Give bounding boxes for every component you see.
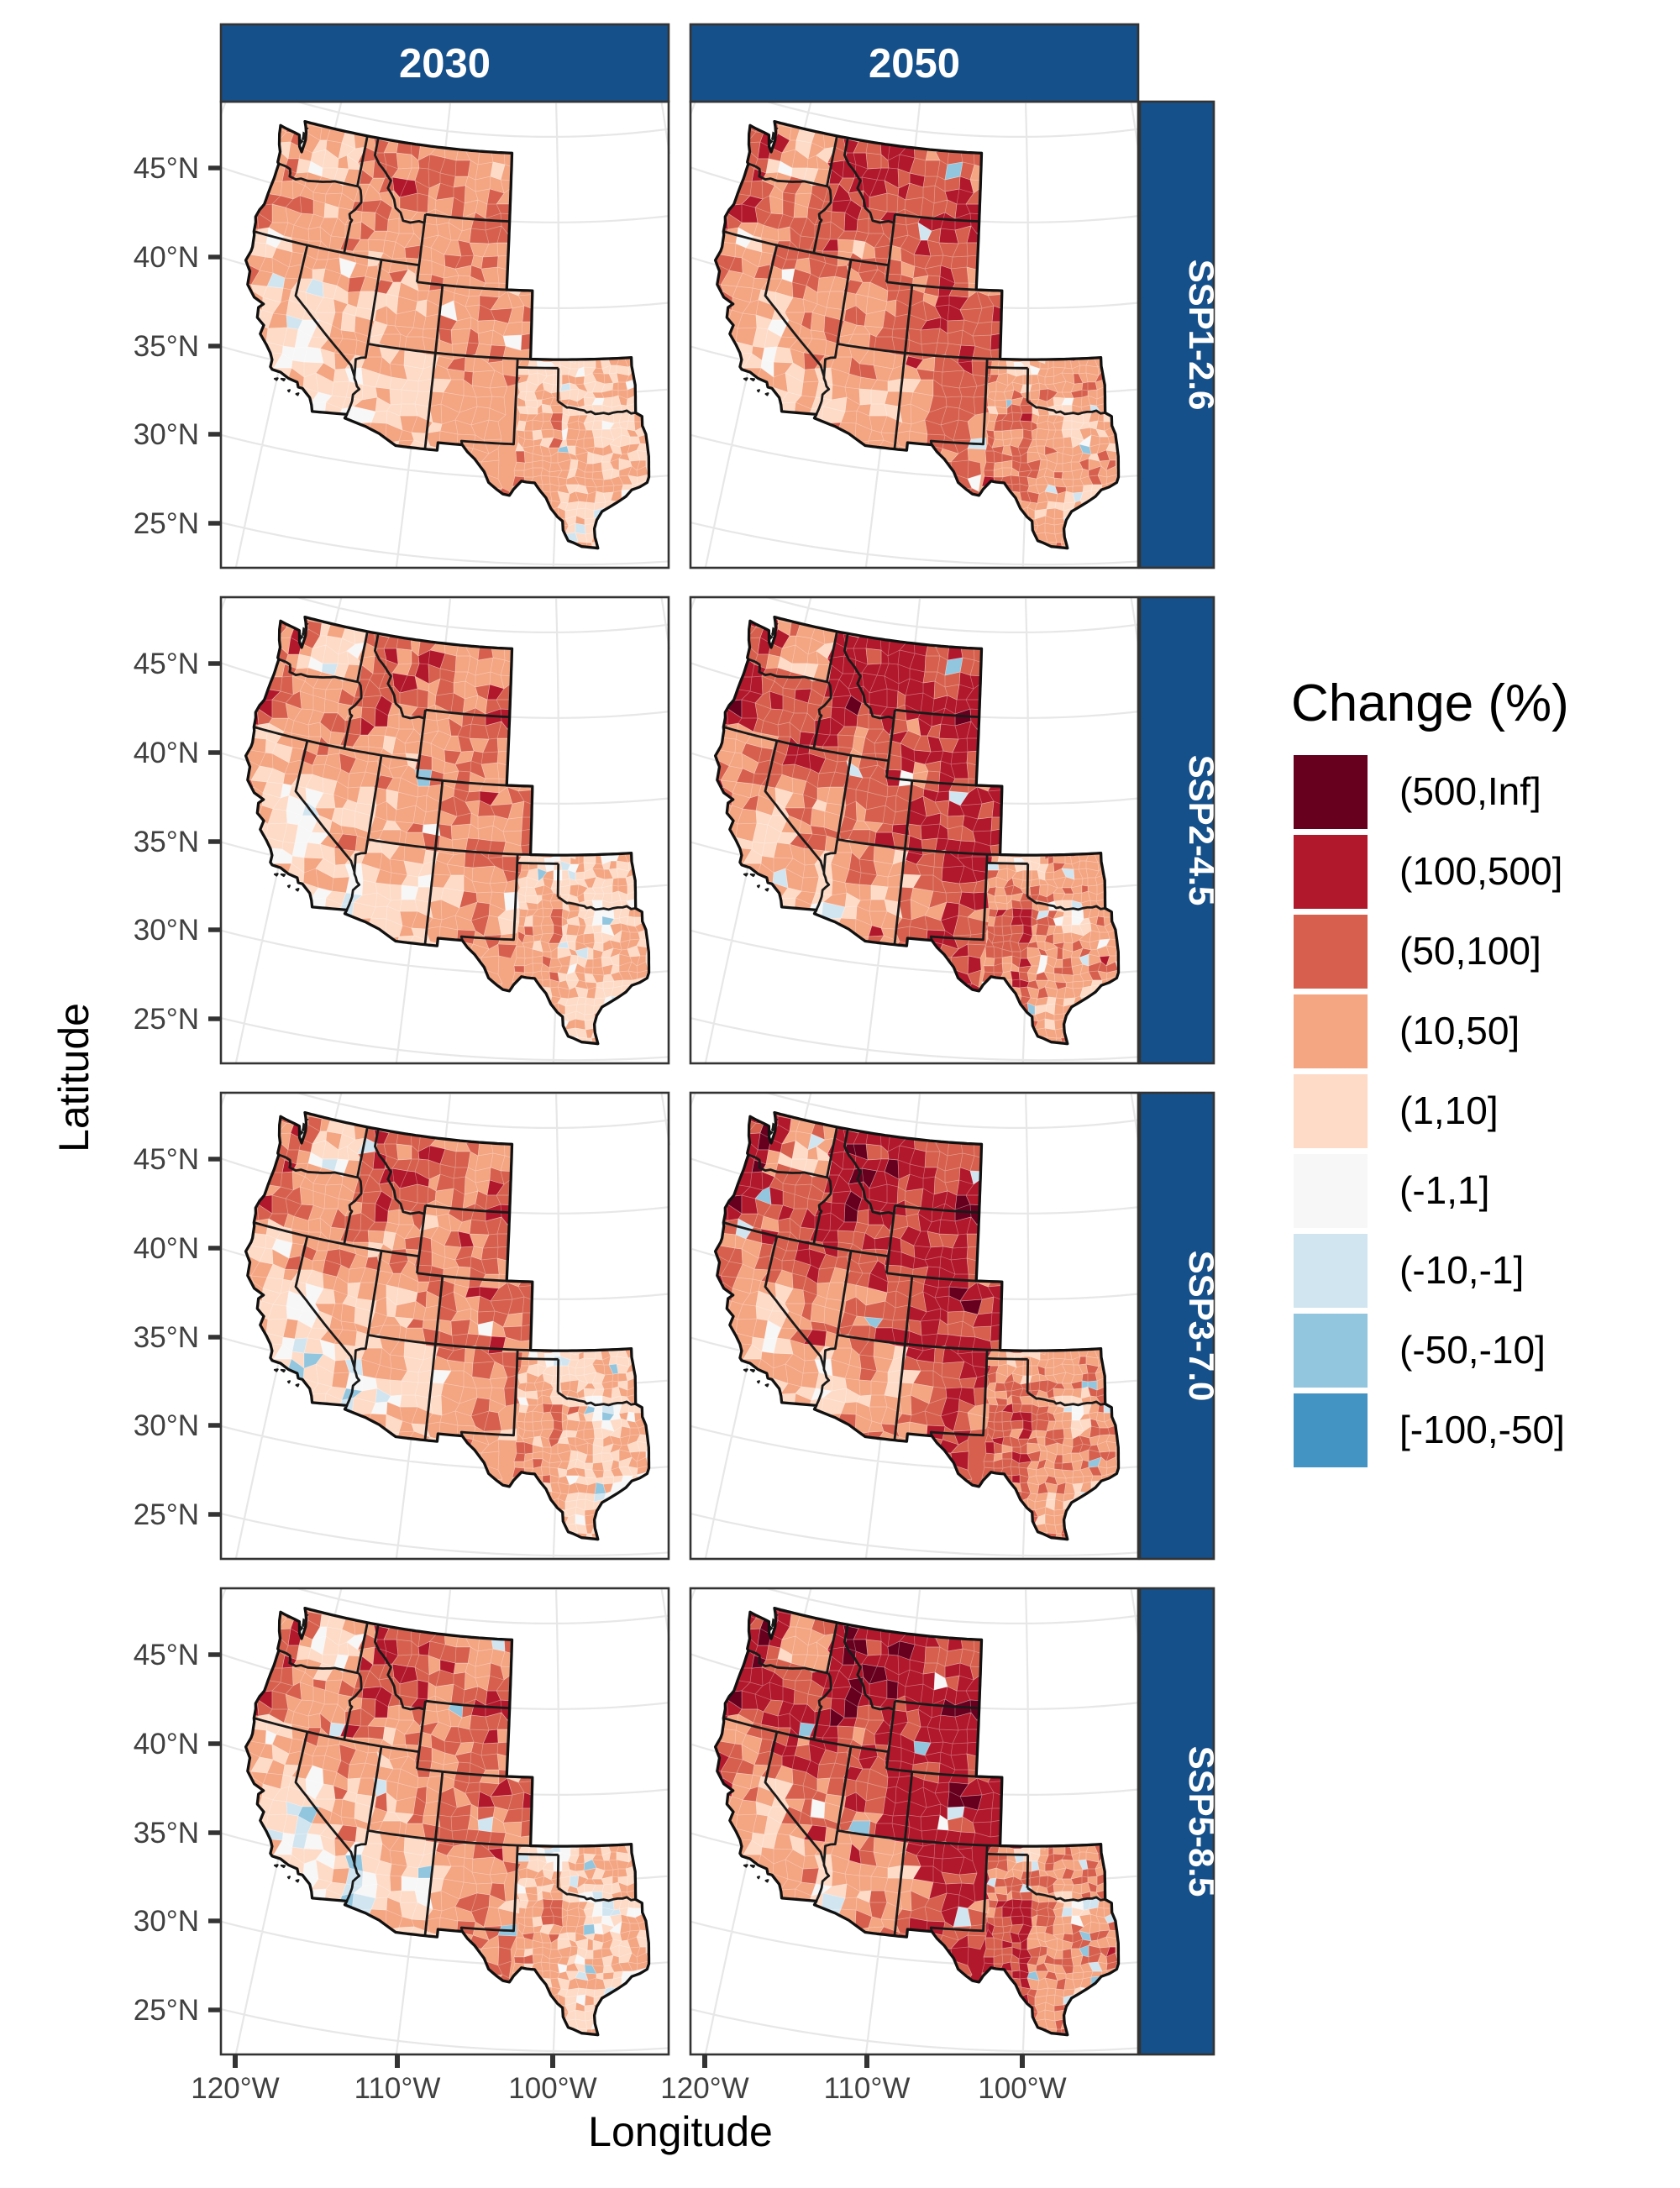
svg-text:(500,Inf]: (500,Inf] <box>1399 769 1541 813</box>
svg-text:Latitude: Latitude <box>50 1003 97 1152</box>
svg-text:30°N: 30°N <box>134 1409 199 1442</box>
svg-text:100°W: 100°W <box>978 2072 1066 2105</box>
svg-text:35°N: 35°N <box>134 1321 199 1354</box>
svg-text:100°W: 100°W <box>508 2072 596 2105</box>
svg-text:25°N: 25°N <box>134 507 199 540</box>
svg-text:SSP1-2.6: SSP1-2.6 <box>1182 260 1221 411</box>
svg-text:120°W: 120°W <box>660 2072 748 2105</box>
svg-text:2030: 2030 <box>399 41 491 87</box>
svg-text:25°N: 25°N <box>134 1498 199 1531</box>
svg-text:Change (%): Change (%) <box>1291 674 1569 732</box>
svg-text:(100,500]: (100,500] <box>1399 849 1562 893</box>
svg-text:30°N: 30°N <box>134 1905 199 1938</box>
svg-text:45°N: 45°N <box>134 1639 199 1671</box>
svg-text:120°W: 120°W <box>191 2072 279 2105</box>
svg-text:(10,50]: (10,50] <box>1399 1009 1520 1052</box>
svg-text:35°N: 35°N <box>134 1817 199 1850</box>
svg-text:SSP3-7.0: SSP3-7.0 <box>1182 1251 1221 1402</box>
svg-text:45°N: 45°N <box>134 648 199 680</box>
svg-text:35°N: 35°N <box>134 330 199 363</box>
svg-text:110°W: 110°W <box>824 2072 911 2105</box>
svg-text:30°N: 30°N <box>134 914 199 947</box>
svg-text:SSP5-8.5: SSP5-8.5 <box>1182 1746 1221 1897</box>
svg-text:40°N: 40°N <box>134 1728 199 1760</box>
svg-text:40°N: 40°N <box>134 1232 199 1265</box>
svg-text:35°N: 35°N <box>134 826 199 858</box>
svg-text:(-10,-1]: (-10,-1] <box>1399 1248 1524 1292</box>
svg-text:40°N: 40°N <box>134 737 199 769</box>
svg-text:(50,100]: (50,100] <box>1399 929 1541 973</box>
svg-text:2050: 2050 <box>869 41 960 87</box>
svg-text:(-1,1]: (-1,1] <box>1399 1168 1489 1212</box>
svg-text:SSP2-4.5: SSP2-4.5 <box>1182 755 1221 906</box>
svg-text:[-100,-50]: [-100,-50] <box>1399 1408 1565 1451</box>
svg-text:(-50,-10]: (-50,-10] <box>1399 1328 1546 1372</box>
svg-text:45°N: 45°N <box>134 1143 199 1176</box>
svg-text:30°N: 30°N <box>134 418 199 451</box>
svg-text:(1,10]: (1,10] <box>1399 1089 1499 1132</box>
svg-text:Longitude: Longitude <box>588 2108 773 2155</box>
svg-text:45°N: 45°N <box>134 152 199 185</box>
svg-text:110°W: 110°W <box>354 2072 441 2105</box>
svg-text:40°N: 40°N <box>134 241 199 274</box>
svg-text:25°N: 25°N <box>134 1994 199 2027</box>
svg-text:25°N: 25°N <box>134 1003 199 1036</box>
